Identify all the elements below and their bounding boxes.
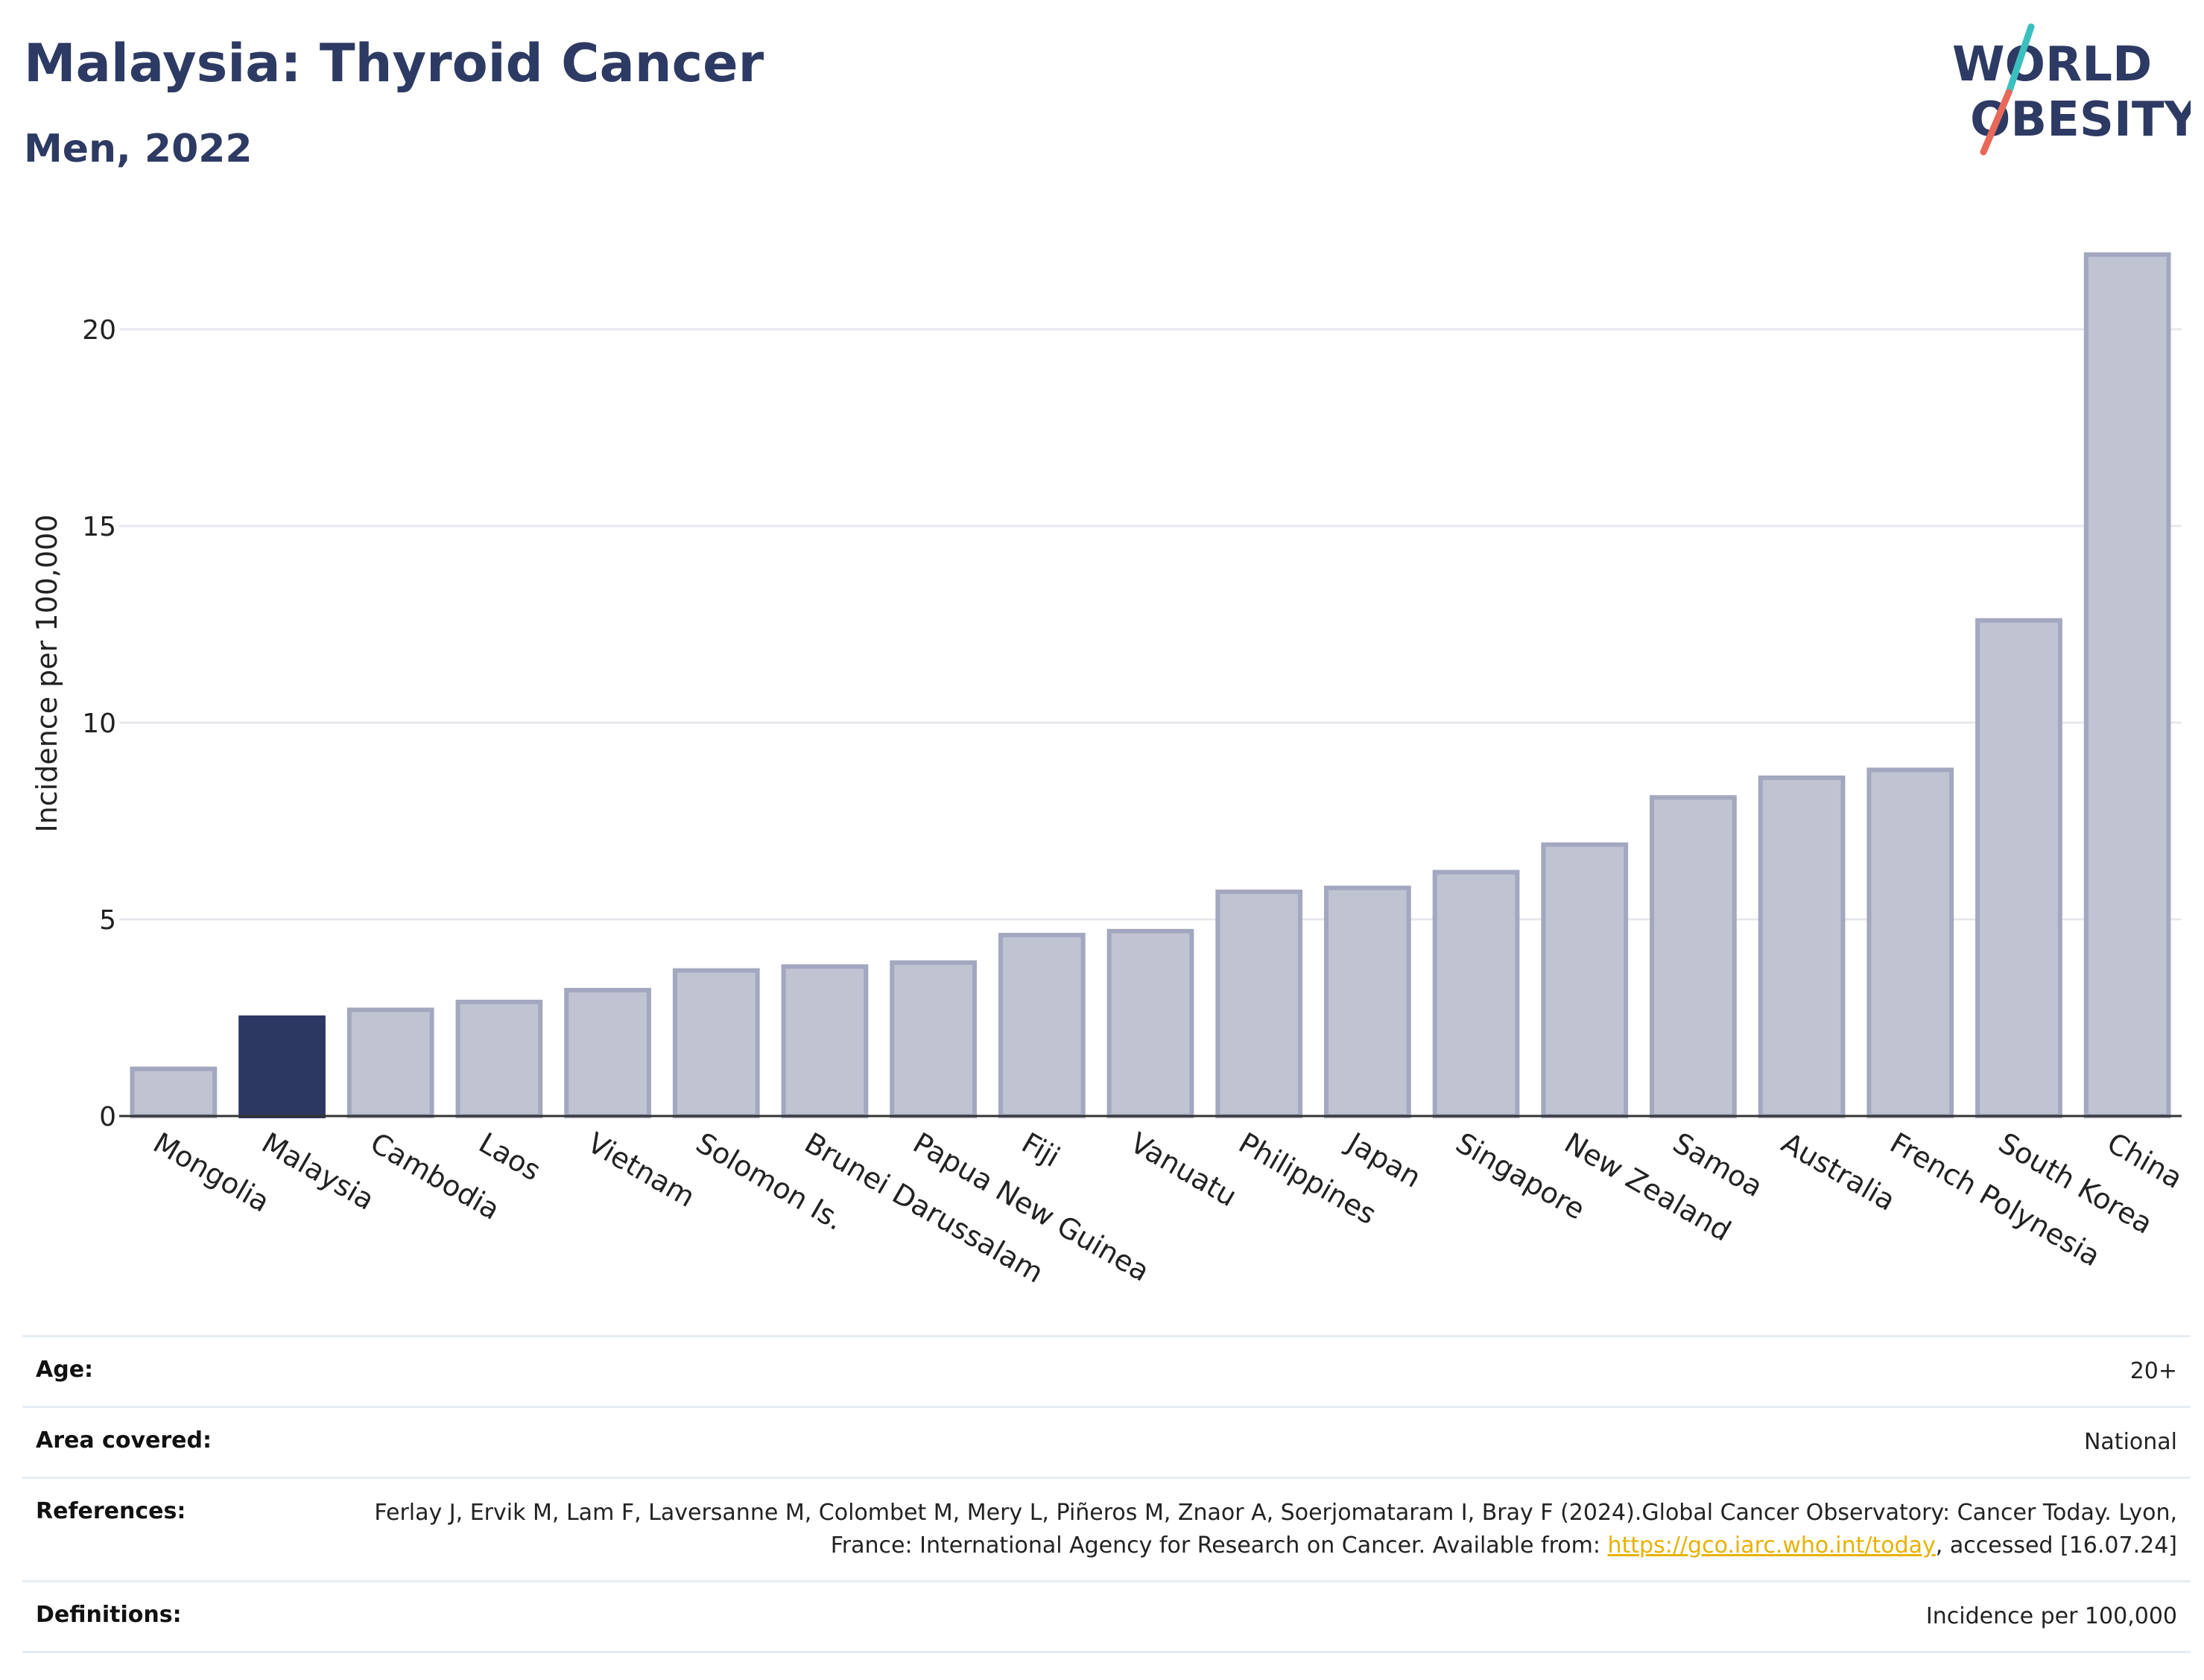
bar-brunei-darussalam [781,964,869,1118]
bar-malaysia [238,1015,326,1118]
info-row-definitions: Definitions: Incidence per 100,000 [22,1580,2191,1653]
age-value: 20+ [2129,1358,2177,1384]
bar-laos [455,999,543,1118]
logo-text-world: WORLD [1952,37,2152,92]
x-tick-label: Mongolia [148,1126,275,1219]
world-obesity-logo: WORLD OBESITY [1952,23,2191,156]
y-axis-title: Incidence per 100,000 [31,514,63,832]
info-table: Age: 20+ Area covered: National Referenc… [22,1335,2191,1653]
x-tick-label: Vanuatu [1125,1126,1243,1213]
page-title: Malaysia: Thyroid Cancer [24,33,764,94]
area-value: National [2083,1429,2177,1455]
definitions-value: Incidence per 100,000 [1925,1603,2177,1629]
logo-slash-bottom [1980,89,2013,156]
y-tick-label: 15 [82,512,116,542]
page-subtitle: Men, 2022 [24,127,253,171]
logo-slash-top [2005,23,2035,96]
x-tick-label: Vietnam [582,1126,700,1214]
bar-south-korea [1975,618,2062,1118]
y-tick-label: 10 [82,709,116,739]
bar-japan [1324,885,1411,1118]
references-text-part2: , accessed [16.07.24] [1935,1532,2177,1559]
x-tick-label: Laos [473,1126,546,1188]
info-row-references: References: Ferlay J, Ervik M, Lam F, La… [22,1477,2191,1580]
bar-vietnam [564,988,651,1119]
bar-fiji [998,933,1086,1118]
references-label: References: [36,1498,186,1524]
area-label: Area covered: [36,1427,212,1454]
bar-singapore [1432,869,1520,1118]
x-tick-label: Japan [1340,1126,1427,1194]
references-link[interactable]: https://gco.iarc.who.int/today [1607,1532,1936,1559]
bar-mongolia [130,1066,218,1119]
bar-philippines [1215,890,1303,1119]
bars [130,252,2171,1119]
references-value: Ferlay J, Ervik M, Lam F, Laversanne M, … [22,1479,2191,1580]
info-row-age: Age: 20+ [22,1335,2191,1406]
bar-papua-new-guinea [890,960,977,1118]
info-row-area: Area covered: National [22,1406,2191,1477]
y-tick-label: 5 [99,905,116,936]
x-tick-label: China [2102,1126,2188,1195]
x-tick-label: Malaysia [256,1126,380,1217]
bar-samoa [1650,795,1737,1118]
bar-australia [1758,775,1846,1119]
age-label: Age: [36,1357,94,1383]
bar-china [2083,252,2171,1118]
y-tick-label: 0 [99,1102,116,1132]
definitions-label: Definitions: [36,1602,182,1628]
y-tick-labels: 0 5 10 15 20 [82,315,116,1132]
x-tick-label: Australia [1776,1126,1901,1217]
bar-new-zealand [1541,842,1629,1119]
x-tick-label: Fiji [1016,1126,1065,1173]
references-text-part1: Ferlay J, Ervik M, Lam F, Laversanne M, … [374,1500,2177,1559]
bar-cambodia [346,1007,434,1118]
bar-solomon-is [672,968,760,1119]
y-tick-label: 20 [82,315,116,346]
bar-french-polynesia [1866,767,1954,1118]
bar-vanuatu [1106,928,1194,1118]
